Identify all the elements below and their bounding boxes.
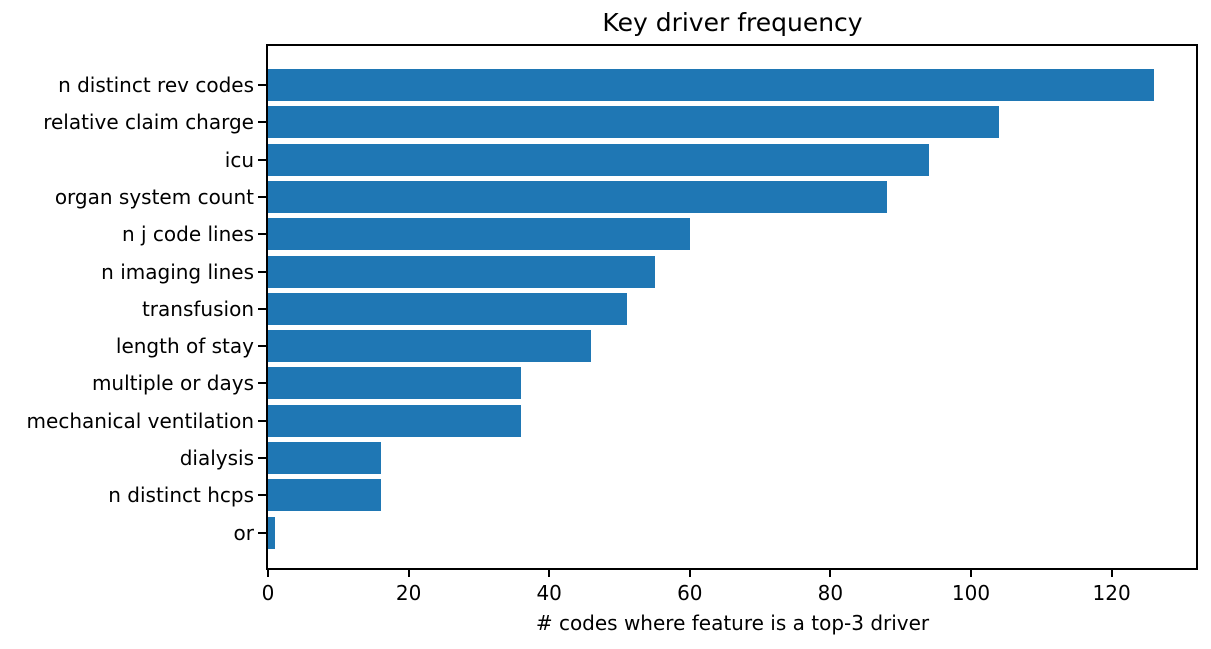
y-tick-label-n-j-code-lines: n j code lines: [121, 222, 254, 247]
x-tick-label-20: 20: [395, 581, 422, 605]
x-tick-mark: [548, 570, 551, 577]
bar-transfusion: [268, 292, 627, 325]
y-tick-mark: [258, 345, 266, 348]
y-tick-mark: [258, 233, 266, 236]
x-tick-mark: [829, 570, 832, 577]
y-tick-mark: [258, 270, 266, 273]
y-tick-label-organ-system-count: organ system count: [54, 184, 254, 209]
bar-n-imaging-lines: [268, 255, 655, 288]
x-tick-label-120: 120: [1092, 581, 1131, 605]
y-tick-label-n-distinct-hcps: n distinct hcps: [108, 483, 254, 508]
x-tick-label-0: 0: [261, 581, 275, 605]
bar-length-of-stay: [268, 330, 592, 363]
bar-icu: [268, 143, 929, 176]
y-tick-mark: [258, 84, 266, 86]
y-tick-label-mechanical-ventilation: mechanical ventilation: [26, 408, 254, 433]
x-tick-label-100: 100: [951, 581, 991, 605]
y-tick-label-relative-claim-charge: relative claim charge: [43, 110, 254, 135]
bar-n-distinct-hcps: [268, 479, 381, 512]
bar-relative-claim-charge: [268, 106, 1000, 139]
bar-or: [268, 516, 275, 549]
bar-mechanical-ventilation: [268, 404, 522, 437]
y-tick-mark: [258, 307, 266, 310]
y-tick-label-n-distinct-rev-codes: n distinct rev codes: [58, 73, 254, 97]
bar-n-distinct-rev-codes: [268, 69, 1154, 101]
x-tick-mark: [688, 570, 691, 577]
y-tick-mark: [258, 531, 266, 534]
y-tick-label-transfusion: transfusion: [141, 296, 254, 321]
x-tick-label-60: 60: [677, 581, 703, 605]
y-tick-label-dialysis: dialysis: [179, 446, 254, 470]
y-tick-mark: [258, 457, 266, 459]
y-tick-label-n-imaging-lines: n imaging lines: [101, 259, 254, 284]
y-tick-mark: [258, 195, 266, 198]
x-tick-label-80: 80: [817, 581, 844, 605]
y-tick-label-icu: icu: [224, 147, 254, 172]
bar-n-j-code-lines: [268, 218, 690, 251]
x-tick-mark: [267, 570, 269, 577]
x-tick-mark: [1110, 570, 1113, 577]
y-tick-mark: [258, 382, 266, 385]
x-tick-mark: [970, 570, 972, 577]
bar-dialysis: [268, 442, 381, 474]
plot-area: [266, 44, 1198, 570]
y-tick-label-or: or: [233, 520, 254, 545]
y-tick-label-length-of-stay: length of stay: [115, 334, 254, 359]
y-tick-mark: [258, 419, 266, 422]
y-tick-mark: [258, 121, 266, 124]
x-tick-mark: [407, 570, 410, 577]
x-axis-label: # codes where feature is a top-3 driver: [535, 611, 930, 635]
y-tick-mark: [258, 158, 266, 161]
chart-title: Key driver frequency: [602, 8, 863, 37]
y-tick-mark: [258, 494, 266, 497]
y-tick-label-multiple-or-days: multiple or days: [91, 371, 254, 396]
bar-organ-system-count: [268, 180, 887, 213]
x-tick-label-40: 40: [536, 581, 562, 605]
bar-multiple-or-days: [268, 367, 522, 400]
